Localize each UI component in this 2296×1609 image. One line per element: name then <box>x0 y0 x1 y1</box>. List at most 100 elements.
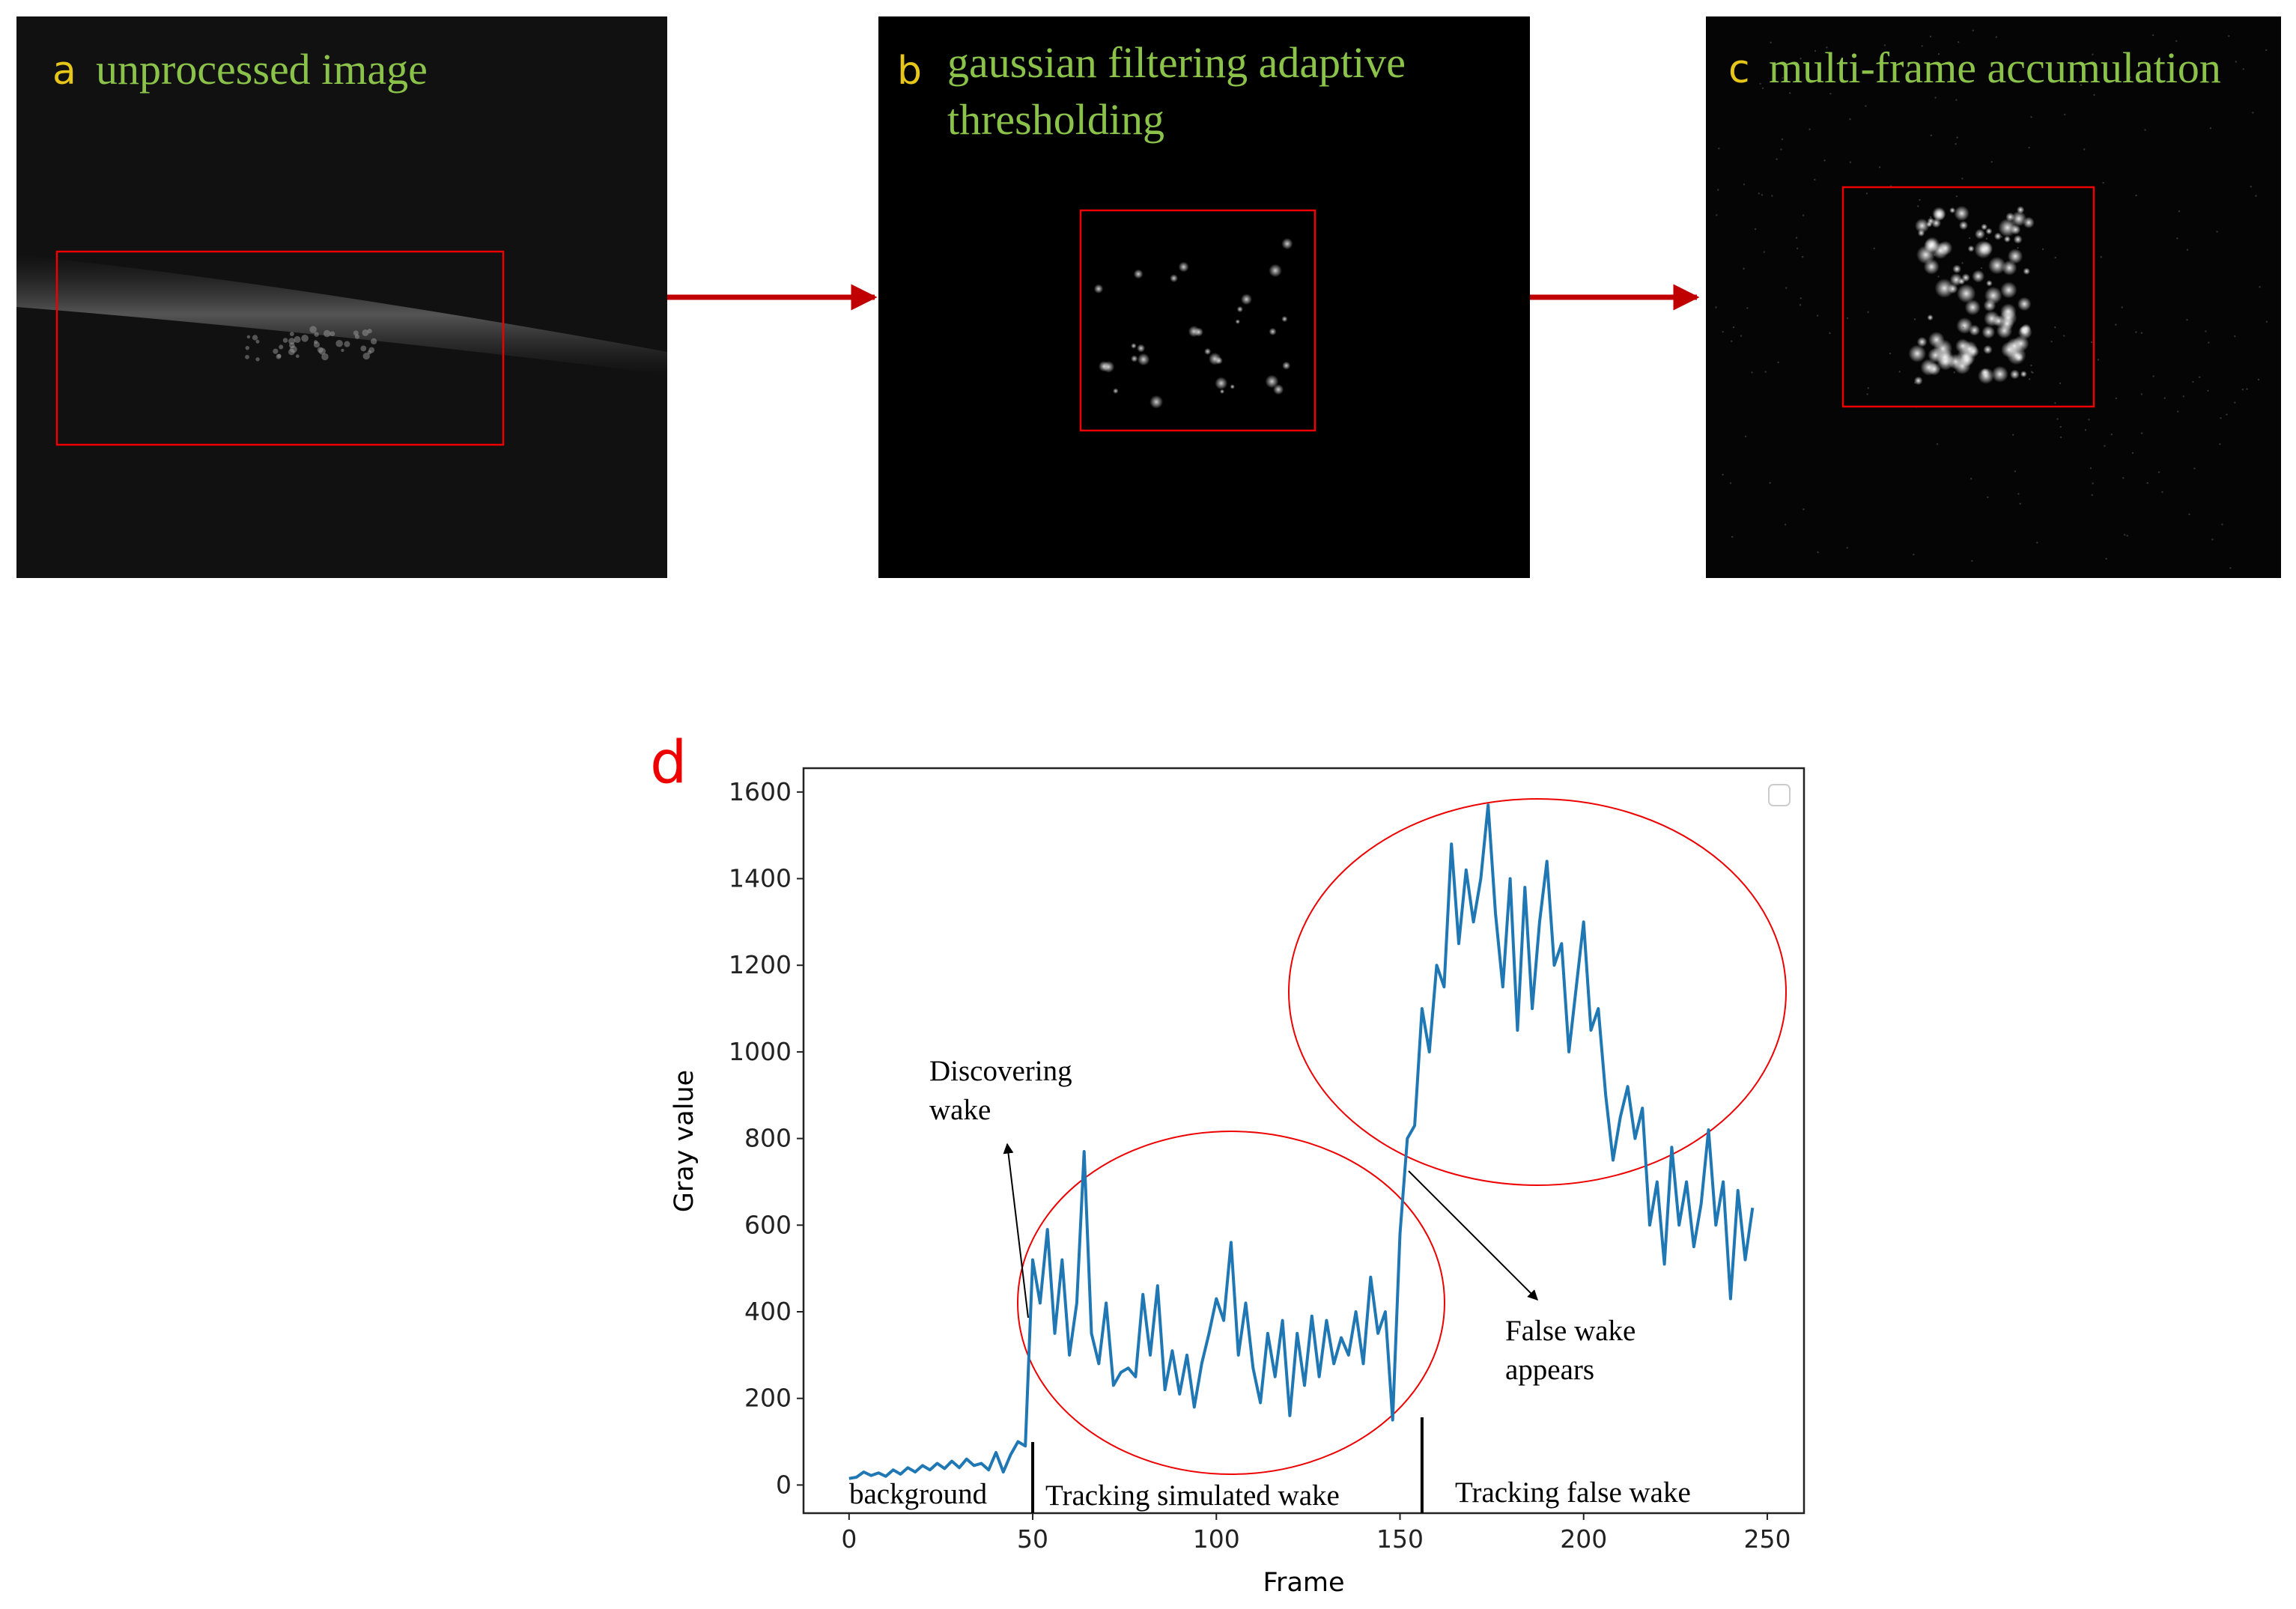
speckle <box>2129 76 2131 79</box>
speckle <box>2020 371 2027 378</box>
speckle <box>335 339 343 347</box>
annotation: False wake appears <box>1505 1315 1636 1386</box>
speckle <box>2030 364 2032 367</box>
speckle <box>2252 112 2254 114</box>
speckle <box>1170 274 1178 283</box>
speckle <box>1916 336 1928 347</box>
speckle <box>1782 77 1784 79</box>
speckle <box>2219 443 2221 445</box>
speckle <box>1927 217 1934 225</box>
speckle <box>2105 558 2107 560</box>
speckle <box>1878 166 1881 168</box>
speckle <box>1803 508 1805 511</box>
speckle <box>1934 97 1937 99</box>
speckle <box>1770 41 1772 44</box>
speckle <box>1759 82 1761 85</box>
speckle <box>1929 216 1932 219</box>
x-tick-label: 250 <box>1743 1524 1791 1554</box>
speckle <box>1722 473 1724 476</box>
speckle <box>2030 116 2032 118</box>
speckle <box>2102 181 2104 184</box>
y-tick-label: 1200 <box>729 950 792 979</box>
speckle <box>353 330 359 336</box>
speckle <box>1883 44 1886 46</box>
speckle <box>1956 136 1958 139</box>
speckle <box>313 341 320 348</box>
speckle <box>1937 53 1940 55</box>
y-tick-label: 400 <box>744 1297 792 1326</box>
speckle <box>1814 178 1816 181</box>
speckle <box>1928 331 1945 348</box>
speckle <box>2199 376 2201 378</box>
speckle <box>1949 273 1963 287</box>
y-tick-label: 1000 <box>729 1037 792 1066</box>
speckle <box>318 347 326 355</box>
speckle <box>1785 287 1788 289</box>
speckle <box>1993 322 1996 324</box>
speckle <box>1204 347 1212 356</box>
speckle <box>2242 68 2244 70</box>
speckle <box>1808 128 1811 130</box>
speckle <box>2023 267 2030 276</box>
speckle <box>1729 482 1732 484</box>
speckle <box>2140 393 2143 395</box>
speckle <box>1093 284 1104 293</box>
speckle <box>2259 285 2261 288</box>
speckle <box>1957 284 1976 303</box>
speckle <box>2020 323 2032 334</box>
annotation-arrow <box>1408 1170 1538 1301</box>
speckle <box>2003 235 2011 243</box>
speckle <box>1715 306 1717 308</box>
speckle <box>1866 393 1868 395</box>
speckle <box>2093 94 2095 97</box>
speckle <box>2234 335 2236 338</box>
x-tick-label: 200 <box>1560 1524 1607 1554</box>
speckle <box>2091 494 2093 496</box>
speckle <box>273 348 279 354</box>
speckle <box>1800 297 1803 299</box>
highlight-ellipse <box>1017 1131 1445 1475</box>
speckle <box>1984 286 2002 305</box>
speckle <box>2000 282 2017 299</box>
speckle <box>329 331 335 337</box>
speckle <box>2209 127 2212 130</box>
speckle <box>1916 245 1936 264</box>
speckle <box>1816 314 1819 317</box>
speckle <box>1826 46 1828 49</box>
speckle <box>2216 231 2218 233</box>
speckle <box>2012 434 2014 436</box>
speckle <box>1972 29 1974 31</box>
speckle <box>2083 148 2086 150</box>
speckle <box>2019 502 2021 505</box>
speckle <box>362 352 370 360</box>
speckle <box>367 350 372 355</box>
speckle <box>321 353 329 361</box>
speckle <box>1961 177 1964 180</box>
x-tick-label: 50 <box>1017 1524 1048 1554</box>
region-label: background <box>849 1478 988 1510</box>
speckle <box>1849 118 1851 121</box>
speckle <box>1743 183 1746 186</box>
speckle <box>1789 92 1791 94</box>
speckle <box>1265 374 1279 389</box>
speckle <box>2235 61 2237 63</box>
speckle <box>1130 355 1138 362</box>
panel-label: unprocessed image <box>96 45 428 94</box>
speckle <box>279 344 284 350</box>
speckle <box>1137 344 1146 353</box>
speckle <box>1781 138 1784 141</box>
speckle <box>1978 241 1993 255</box>
speckle <box>2088 419 2090 421</box>
speckle <box>1988 256 2006 275</box>
speckle <box>2135 194 2137 197</box>
speckle <box>1956 317 1973 334</box>
speckle <box>1761 194 1764 196</box>
speckle <box>1746 307 1749 309</box>
speckle <box>2050 341 2053 343</box>
speckle <box>1801 255 1804 258</box>
y-tick-label: 600 <box>744 1210 792 1239</box>
region-label: Tracking false wake <box>1455 1476 1691 1509</box>
speckle <box>2140 432 2143 434</box>
speckle <box>2041 248 2044 251</box>
speckle <box>1777 361 1779 364</box>
